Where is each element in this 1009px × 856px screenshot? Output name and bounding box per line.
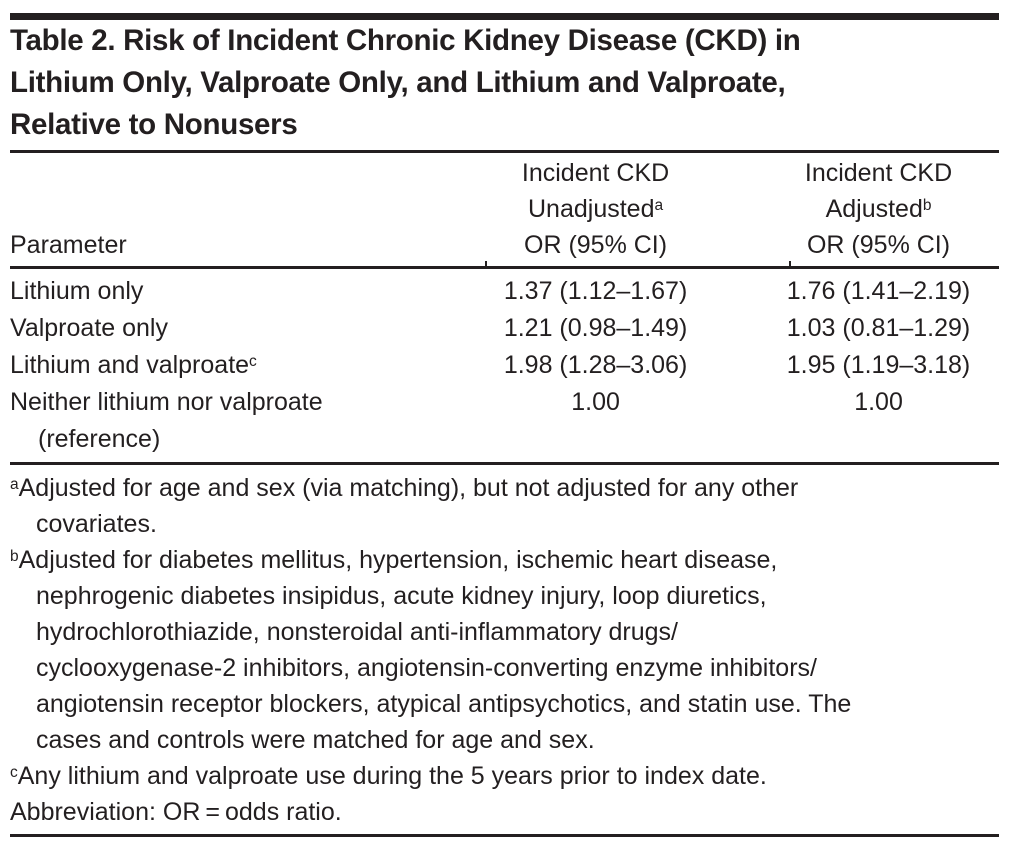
parameter-label: Parameter (10, 231, 127, 259)
column-header-adjusted: Incident CKD Adjustedb OR (95% CI) (722, 153, 999, 266)
rule-below-body (10, 462, 999, 465)
rule-below-header (10, 261, 999, 269)
footnote-marker-a: a (10, 476, 19, 494)
unadjusted-or-value: 1.00 (571, 388, 620, 416)
footnote-marker-b: b (10, 548, 19, 566)
unadjusted-or-value: 1.98 (1.28–3.06) (503, 351, 688, 379)
footnote-marker-a: a (654, 197, 664, 215)
table-title: Table 2. Risk of Incident Chronic Kidney… (10, 24, 801, 141)
table-row: Lithium only 1.37 (1.12–1.67) 1.76 (1.41… (10, 269, 999, 310)
table-row: Neither lithium nor valproate (reference… (10, 384, 999, 462)
top-thick-rule (10, 13, 999, 20)
unadjusted-or-value: 1.37 (1.12–1.67) (503, 277, 688, 305)
footnotes-block: aAdjusted for age and sex (via matching)… (10, 470, 999, 830)
unadjusted-header-line3: OR (95% CI) (524, 231, 668, 259)
odds-ratio-table: Parameter Incident CKD Unadjusteda OR (9… (10, 153, 999, 266)
table-row: Valproate only 1.21 (0.98–1.49) 1.03 (0.… (10, 310, 999, 347)
footnote-marker-c: c (10, 764, 18, 782)
header-row: Parameter Incident CKD Unadjusteda OR (9… (10, 153, 999, 266)
table-row: Lithium and valproatec 1.98 (1.28–3.06) … (10, 347, 999, 384)
bottom-rule (10, 834, 999, 837)
column-header-unadjusted: Incident CKD Unadjusteda OR (95% CI) (455, 153, 722, 266)
footnote-b: bAdjusted for diabetes mellitus, hyperte… (10, 546, 852, 754)
column-header-parameter: Parameter (10, 153, 455, 266)
unadjusted-header-line1: Incident CKD (521, 159, 670, 187)
column-boundary-tick (484, 261, 487, 266)
footnote-marker-b: b (922, 197, 932, 215)
row-label-valproate-only: Valproate only (10, 314, 168, 342)
adjusted-header-line1: Incident CKD (804, 159, 953, 187)
adjusted-header-line3: OR (95% CI) (806, 231, 951, 259)
abbreviation-note: Abbreviation: OR = odds ratio. (10, 798, 342, 826)
column-boundary-tick (789, 261, 792, 266)
odds-ratio-table-body: Lithium only 1.37 (1.12–1.67) 1.76 (1.41… (10, 269, 999, 462)
adjusted-header-line2: Adjustedb (825, 195, 932, 223)
adjusted-or-value: 1.03 (0.81–1.29) (786, 314, 971, 342)
adjusted-or-value: 1.00 (854, 388, 903, 416)
unadjusted-header-line2: Unadjusteda (528, 195, 664, 223)
rule-below-title (10, 150, 999, 153)
row-label-reference-group: Neither lithium nor valproate (reference… (10, 388, 323, 453)
table-2-panel: Table 2. Risk of Incident Chronic Kidney… (0, 13, 1009, 837)
row-label-lithium-only: Lithium only (10, 277, 144, 305)
footnote-a: aAdjusted for age and sex (via matching)… (10, 474, 799, 538)
footnote-c: cAny lithium and valproate use during th… (10, 762, 767, 790)
row-label-lithium-and-valproate: Lithium and valproatec (10, 351, 257, 379)
adjusted-or-value: 1.76 (1.41–2.19) (786, 277, 971, 305)
footnote-marker-c: c (249, 353, 257, 371)
table-header: Parameter Incident CKD Unadjusteda OR (9… (10, 153, 999, 266)
adjusted-or-value: 1.95 (1.19–3.18) (786, 351, 971, 379)
unadjusted-or-value: 1.21 (0.98–1.49) (503, 314, 688, 342)
table-body: Lithium only 1.37 (1.12–1.67) 1.76 (1.41… (10, 269, 999, 462)
